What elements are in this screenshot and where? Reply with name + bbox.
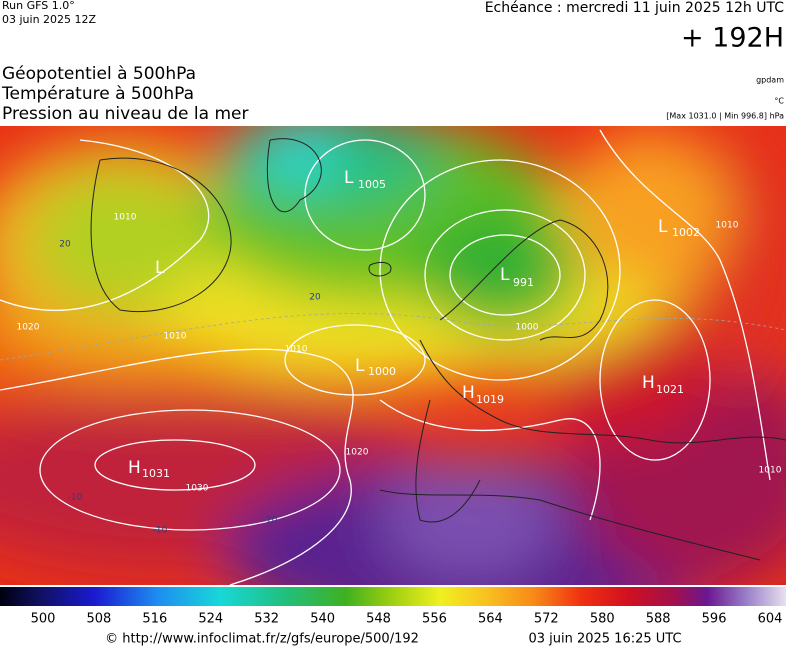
colorbar-label: 580 [590,612,615,627]
title: Température à 500hPa [1,84,194,104]
colorbar-label: 588 [646,612,671,627]
colorbar [0,587,786,606]
isobar-label: 1010 [716,221,739,231]
isobar-label: 1030 [186,484,209,494]
lead-time: + 192H [681,23,784,54]
center-letter: H [462,383,475,403]
temperature-label: 20 [59,240,71,250]
temperature-label: 20 [309,293,321,303]
isobar-label: 1010 [285,345,308,355]
source-url[interactable]: © http://www.infoclimat.fr/z/gfs/europe/… [105,632,419,647]
center-value: 1021 [656,383,684,396]
center-value: 1031 [142,467,170,480]
center-letter: L [500,265,510,285]
colorbar-label: 500 [31,612,56,627]
colorbar-label: 532 [254,612,279,627]
run-date: 03 juin 2025 12Z [2,13,97,26]
center-letter: H [128,458,141,478]
temperature-label: -10 [153,526,168,536]
colorbar-label: 564 [478,612,503,627]
center-value: 1005 [358,178,386,191]
colorbar-label: 508 [87,612,112,627]
colorbar-label: 556 [422,612,447,627]
center-letter: L [155,258,165,278]
center-value: 991 [513,276,534,289]
temperature-label: -10 [68,493,83,503]
echeance: Echéance : mercredi 11 juin 2025 12h UTC [485,0,785,16]
colorbar-labels: 500 508 516 524 532 540 548 556 564 572 580 588 596 6… [31,612,783,627]
generated-time: 03 juin 2025 16:25 UTC [528,632,681,647]
colorbar-label: 540 [310,612,335,627]
unit: gpdam [756,76,784,85]
pressure-centers: L 1005 L 1002 L 991 L 1000 H 1019 H 1021… [128,168,700,480]
colorbar-label: 516 [142,612,167,627]
run: Run GFS 1.0° [2,0,75,12]
center-letter: L [355,356,365,376]
colorbar-label: 604 [758,612,783,627]
center-letter: H [642,373,655,393]
center-value: 1000 [368,365,396,378]
center-letter: L [344,168,354,188]
isobar-label: 1020 [346,448,369,458]
colorbar-label: 524 [198,612,223,627]
center-letter: L [658,217,668,237]
isobar-label: 1010 [164,332,187,342]
pressure-range: [Max 1031.0 | Min 996.8] hPa [666,112,784,121]
colorbar-label: 572 [534,612,559,627]
title: Géopotentiel à 500hPa [2,64,196,84]
isobar-label: 1020 [17,323,40,333]
title: Pression au niveau de la mer [2,104,248,124]
map [0,126,786,585]
center-value: 1019 [476,393,504,406]
center-value: 1002 [672,226,700,239]
colorbar-label: 596 [702,612,727,627]
isobar-label: 1000 [516,323,539,333]
isobar-label: 1010 [114,213,137,223]
isobar-label: 1010 [759,466,782,476]
temperature-label: -10 [263,516,278,526]
unit: °C [774,97,784,106]
colorbar-label: 548 [366,612,391,627]
